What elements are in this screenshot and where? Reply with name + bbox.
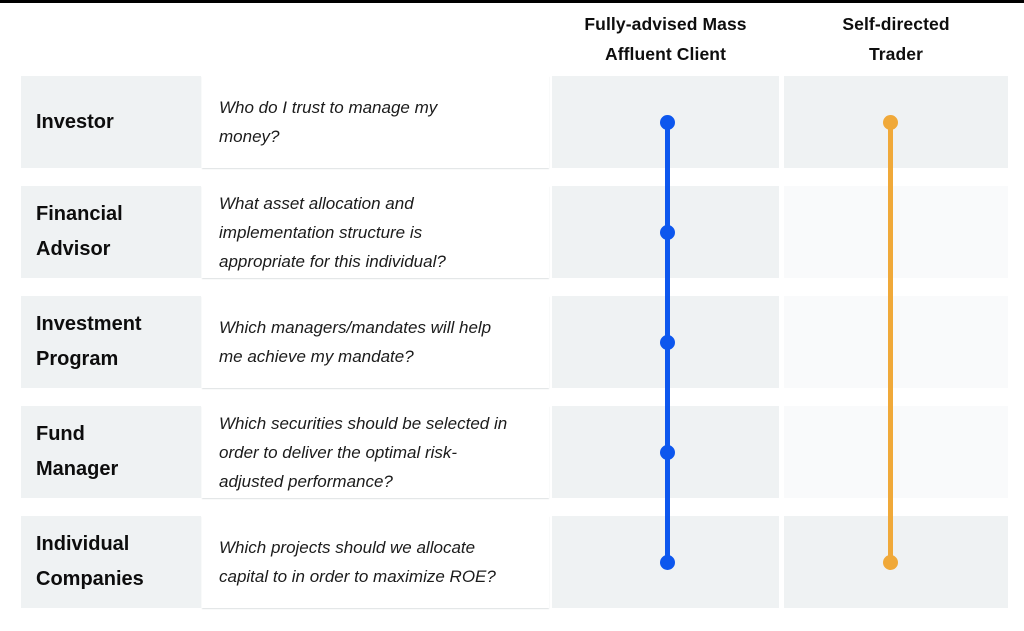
stakeholder-label: Fund Manager xyxy=(21,406,201,498)
stakeholder-label: Individual Companies xyxy=(21,516,201,608)
fully-advised-stage-dot xyxy=(660,224,675,240)
fully-advised-stage-dot xyxy=(660,114,675,130)
self-directed-cell xyxy=(784,296,1008,388)
stakeholder-label: Investment Program xyxy=(21,296,201,388)
stakeholder-label: Investor xyxy=(21,76,201,168)
column-header-self-directed-line2: Trader xyxy=(868,44,924,64)
stakeholder-question-card: Which securities should be selected in o… xyxy=(202,406,549,498)
stakeholder-row: Fund Manager Which securities should be … xyxy=(0,406,1024,498)
stakeholder-question-card: Who do I trust to manage my money? xyxy=(202,76,549,168)
self-directed-stage-dot xyxy=(883,114,898,130)
stakeholder-row: Individual Companies Which projects shou… xyxy=(0,516,1024,608)
self-directed-cell xyxy=(784,186,1008,278)
stakeholder-question-card: What asset allocation and implementation… xyxy=(202,186,549,278)
stakeholder-label: Financial Advisor xyxy=(21,186,201,278)
stakeholder-row: Financial Advisor What asset allocation … xyxy=(0,186,1024,278)
top-border-rule xyxy=(0,0,1024,3)
self-directed-journey-line xyxy=(888,122,893,562)
fully-advised-stage-dot xyxy=(660,554,675,570)
column-header-fully-advised-line2: Affluent Client xyxy=(604,44,727,64)
self-directed-stage-dot xyxy=(883,554,898,570)
stakeholder-question-card: Which projects should we allocate capita… xyxy=(202,516,549,608)
column-header-self-directed-line1: Self-directed xyxy=(842,14,950,34)
fully-advised-stage-dot xyxy=(660,334,675,350)
column-header-fully-advised-line1: Fully-advised Mass xyxy=(584,14,747,34)
stakeholder-row: Investment Program Which managers/mandat… xyxy=(0,296,1024,388)
column-header-fully-advised: Fully-advised Mass Affluent Client xyxy=(552,9,779,69)
fully-advised-stage-dot xyxy=(660,444,675,460)
stakeholder-row: Investor Who do I trust to manage my mon… xyxy=(0,76,1024,168)
stakeholder-question-card: Which managers/mandates will help me ach… xyxy=(202,296,549,388)
column-header-self-directed: Self-directed Trader xyxy=(784,9,1008,69)
self-directed-cell xyxy=(784,406,1008,498)
